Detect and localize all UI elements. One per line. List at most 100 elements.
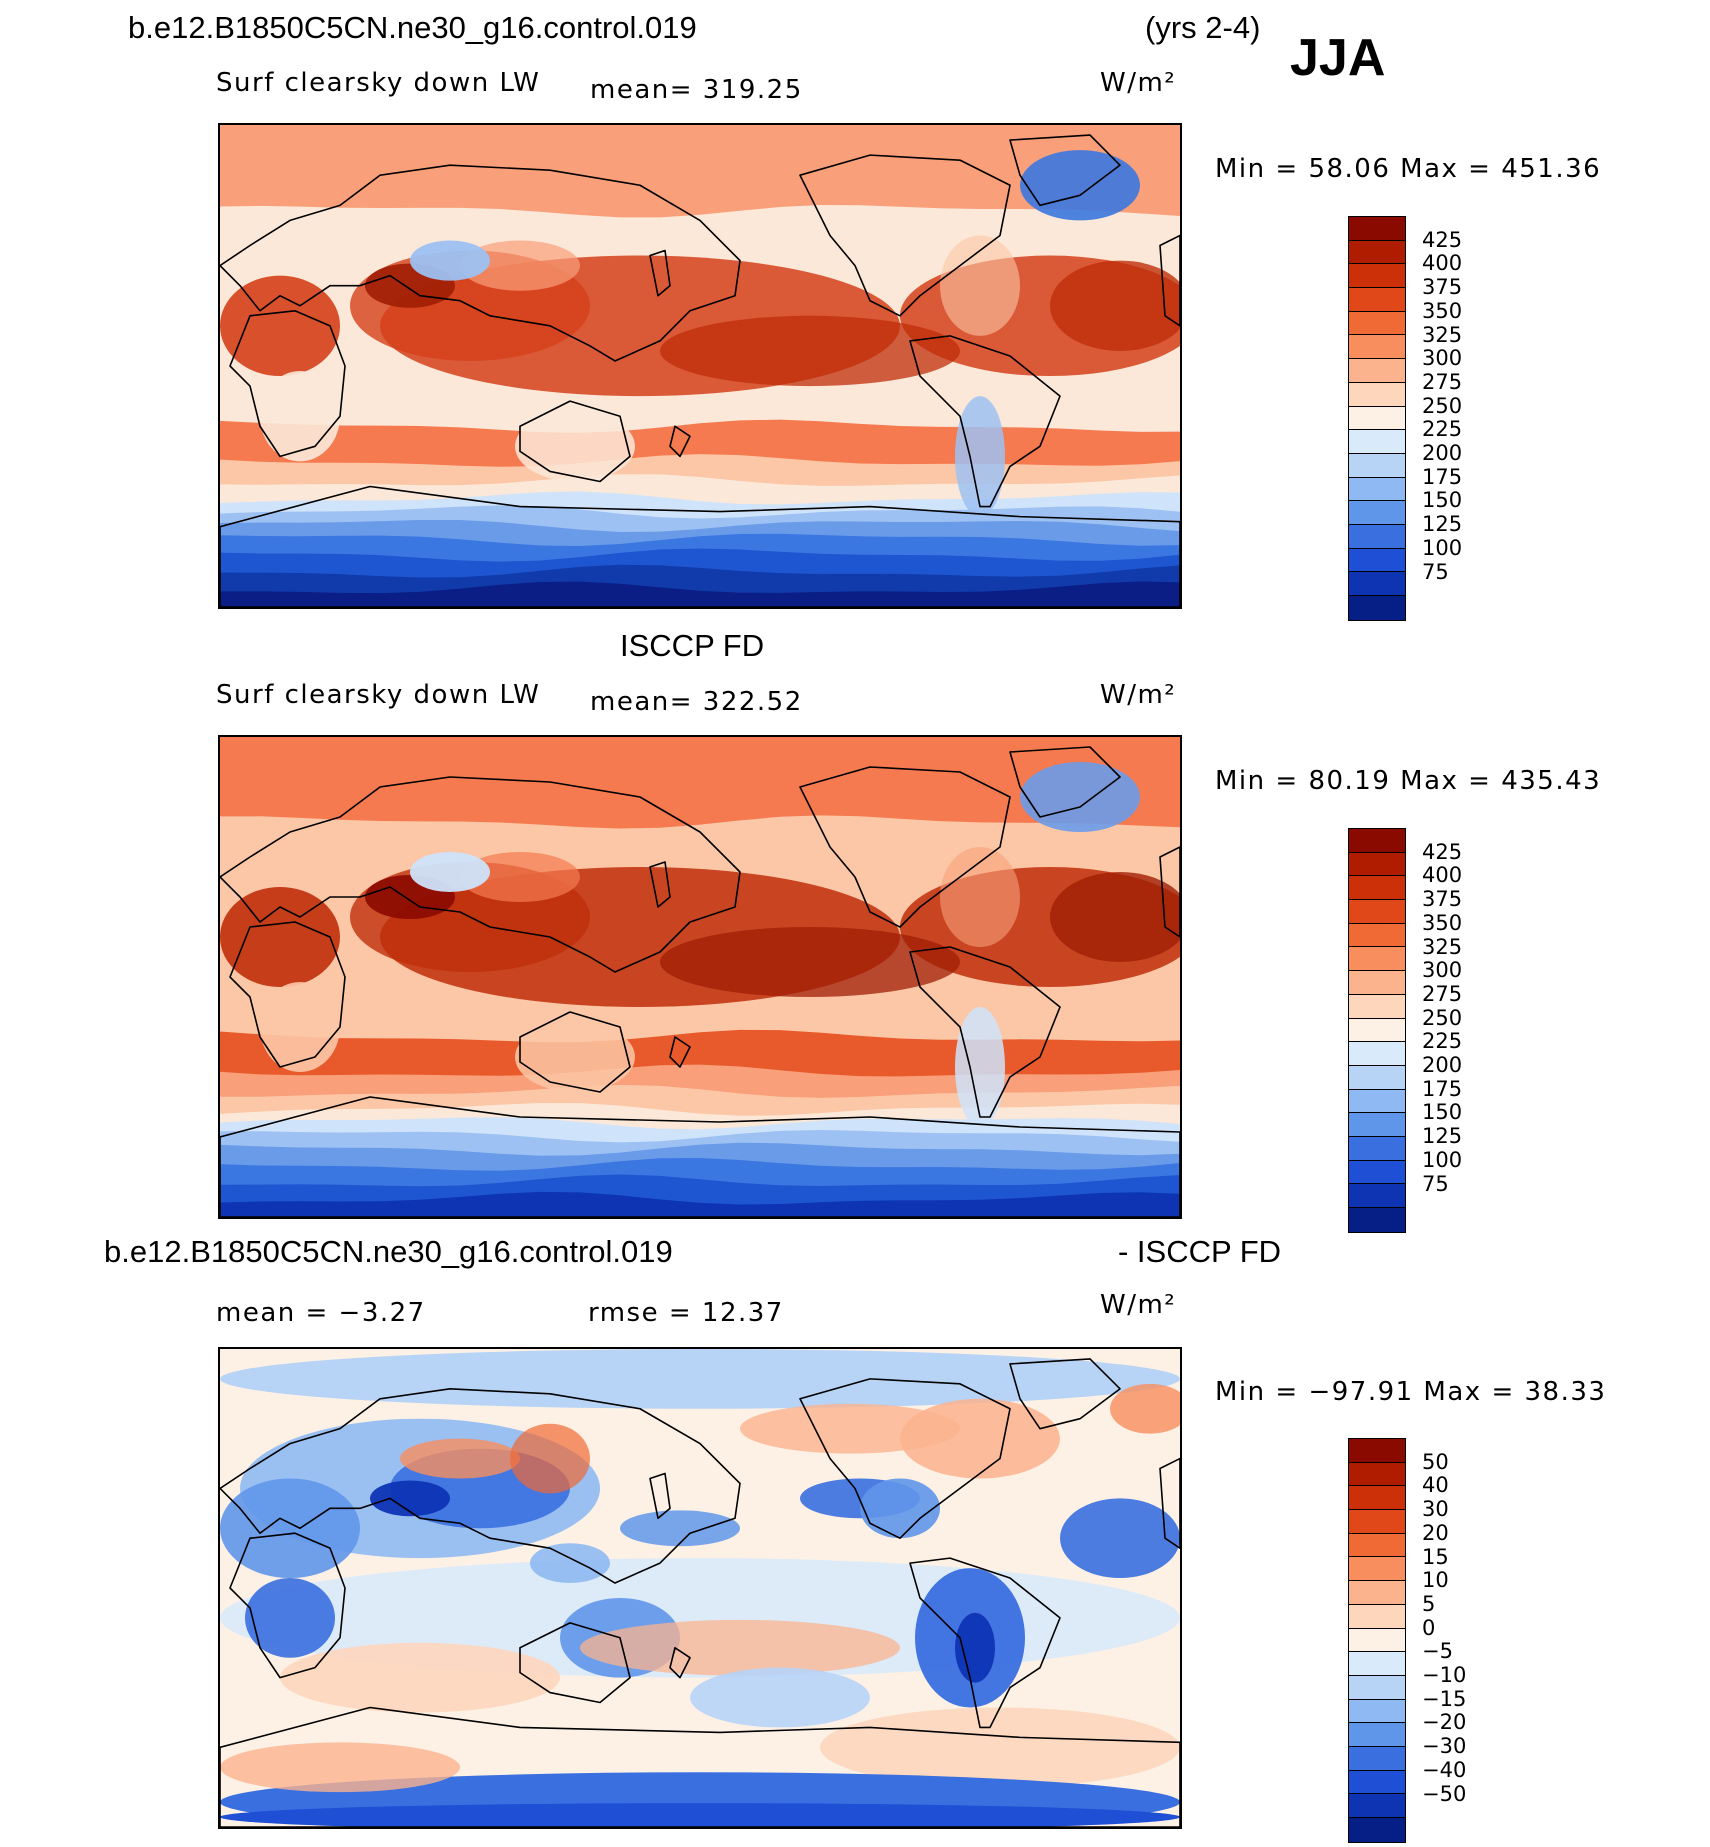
panel3-colorbar	[1348, 1438, 1406, 1843]
field-anomaly	[220, 887, 340, 987]
colorbar-tick-label: 125	[1422, 512, 1463, 537]
colorbar-tick-label: 225	[1422, 417, 1463, 442]
colorbar-tick-label: 275	[1422, 981, 1463, 1006]
colorbar-tick-label: 300	[1422, 958, 1463, 983]
coastline	[669, 1646, 691, 1679]
colorbar-tick-label: 200	[1422, 441, 1463, 465]
coastline	[220, 164, 741, 362]
panel1-mean: mean= 319.25	[590, 75, 803, 105]
years-label: (yrs 2-4)	[1145, 10, 1261, 45]
coastline	[220, 776, 741, 973]
field-anomaly	[220, 1803, 1180, 1827]
colorbar-swatch	[1349, 1818, 1405, 1842]
colorbar-swatch	[1349, 1184, 1405, 1208]
coastline	[799, 154, 1011, 317]
panel3-units: W/m²	[1100, 1290, 1177, 1320]
colorbar-swatch	[1349, 829, 1405, 853]
colorbar-swatch	[1349, 453, 1405, 478]
colorbar-swatch	[1349, 1089, 1405, 1114]
panel1-colorbar	[1348, 216, 1406, 621]
colorbar-swatch	[1349, 1065, 1405, 1090]
colorbar-tick-label: 15	[1422, 1544, 1449, 1569]
panel1-minmax: Min = 58.06 Max = 451.36	[1215, 154, 1602, 184]
field-anomaly	[515, 411, 635, 482]
colorbar-tick-label: 325	[1422, 322, 1463, 347]
coastline	[669, 1036, 691, 1068]
field-anomaly	[740, 1403, 960, 1454]
colorbar-tick-label: 375	[1422, 275, 1463, 300]
colorbar-swatch	[1349, 971, 1405, 995]
colorbar-swatch	[1349, 1439, 1405, 1463]
colorbar-tick-label: 200	[1422, 1053, 1463, 1077]
colorbar-swatch	[1349, 1136, 1405, 1161]
panel1-units: W/m²	[1100, 68, 1177, 98]
colorbar-tick-label: 175	[1422, 464, 1463, 489]
field-anomaly	[1020, 762, 1140, 832]
colorbar-tick-label: 0	[1422, 1615, 1436, 1640]
colorbar-swatch	[1349, 1533, 1405, 1558]
colorbar-tick-label: 125	[1422, 1124, 1463, 1149]
colorbar-swatch	[1349, 1113, 1405, 1137]
coastline	[1009, 746, 1121, 818]
colorbar-swatch	[1349, 359, 1405, 383]
field-anomaly	[220, 1349, 1180, 1409]
colorbar-tick-label: 425	[1422, 227, 1463, 252]
colorbar-swatch	[1349, 1675, 1405, 1700]
field-anomaly	[1020, 150, 1140, 221]
map-field	[220, 1349, 1180, 1827]
colorbar-swatch	[1349, 1746, 1405, 1771]
field-anomaly	[660, 927, 960, 997]
colorbar-tick-label: 250	[1422, 393, 1463, 418]
panel2-units: W/m²	[1100, 680, 1177, 710]
coastline	[1159, 846, 1180, 938]
coastline	[1009, 1358, 1121, 1430]
colorbar-tick-label: 225	[1422, 1029, 1463, 1054]
colorbar-swatch	[1349, 264, 1405, 289]
colorbar-swatch	[1349, 596, 1405, 620]
colorbar-tick-label: 150	[1422, 1100, 1463, 1125]
colorbar-tick-label: 325	[1422, 934, 1463, 959]
field-anomaly	[940, 847, 1020, 947]
colorbar-swatch	[1349, 1018, 1405, 1043]
colorbar-swatch	[1349, 524, 1405, 549]
coastline	[669, 425, 691, 458]
coastline	[799, 766, 1011, 928]
coastline	[909, 946, 1061, 1118]
colorbar-swatch	[1349, 923, 1405, 948]
panel2-colorbar	[1348, 828, 1406, 1233]
colorbar-tick-label: 400	[1422, 251, 1463, 276]
field-band	[220, 737, 1180, 829]
colorbar-tick-label: 350	[1422, 910, 1463, 935]
colorbar-swatch	[1349, 335, 1405, 360]
field-anomaly	[860, 1478, 940, 1539]
colorbar-swatch	[1349, 876, 1405, 901]
colorbar-tick-label: 375	[1422, 887, 1463, 912]
colorbar-swatch	[1349, 477, 1405, 502]
field-anomaly	[220, 275, 340, 377]
field-anomaly	[660, 315, 960, 387]
field-anomaly	[460, 240, 580, 291]
colorbar-tick-label: −40	[1422, 1757, 1467, 1782]
field-anomaly	[460, 852, 580, 902]
colorbar-swatch	[1349, 430, 1405, 454]
field-anomaly	[410, 852, 490, 892]
colorbar-swatch	[1349, 217, 1405, 241]
colorbar-tick-label: 425	[1422, 839, 1463, 864]
panel3-title-right: - ISCCP FD	[1118, 1234, 1282, 1269]
colorbar-swatch	[1349, 1486, 1405, 1511]
map-field	[220, 737, 1180, 1217]
colorbar-tick-label: 75	[1422, 1171, 1449, 1196]
colorbar-tick-label: 75	[1422, 559, 1449, 584]
panel3-minmax: Min = −97.91 Max = 38.33	[1215, 1377, 1607, 1407]
colorbar-tick-label: 350	[1422, 298, 1463, 323]
coastline	[229, 309, 346, 458]
field-anomaly	[620, 1510, 740, 1547]
colorbar-tick-label: 300	[1422, 346, 1463, 371]
case-title: b.e12.B1850C5CN.ne30_g16.control.019	[128, 10, 697, 45]
map-field	[220, 125, 1180, 607]
colorbar-swatch	[1349, 1042, 1405, 1066]
colorbar-swatch	[1349, 900, 1405, 924]
colorbar-swatch	[1349, 548, 1405, 573]
field-anomaly	[955, 1007, 1005, 1127]
panel3-map	[218, 1347, 1182, 1829]
